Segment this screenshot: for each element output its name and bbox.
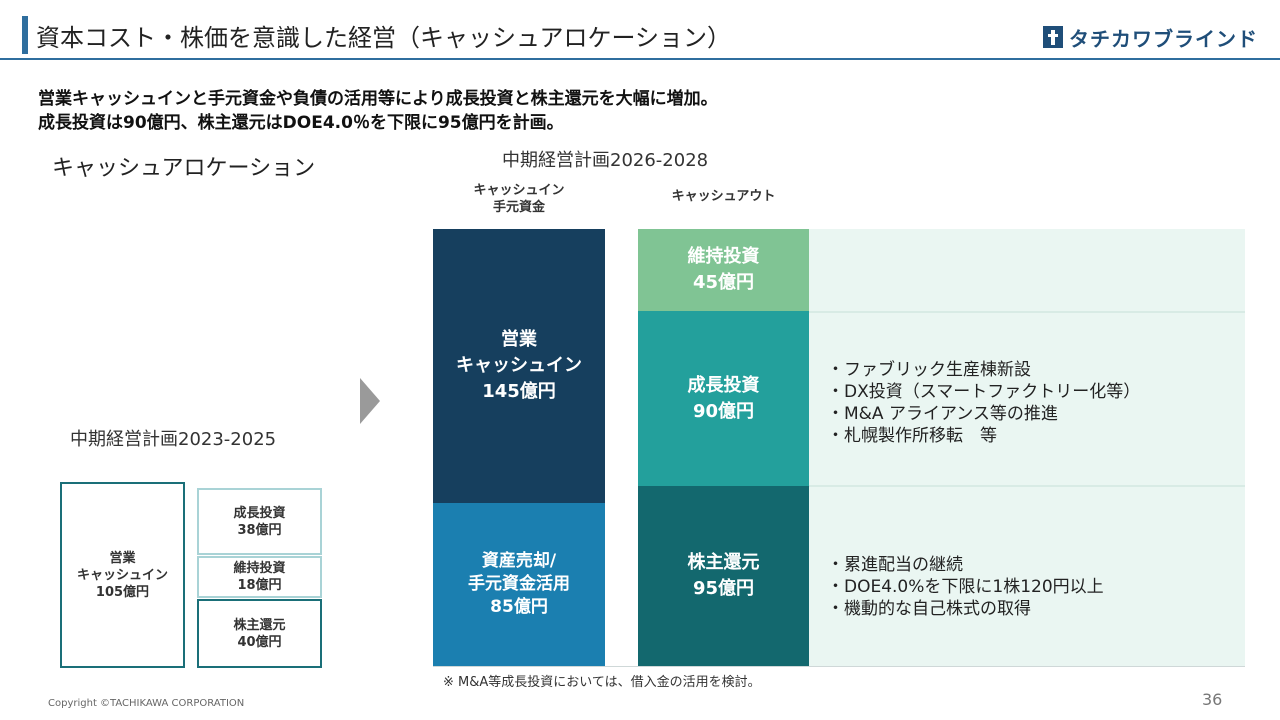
- cash-out-column-header: キャッシュアウト: [671, 189, 776, 204]
- growth-bullet-list: ・ファブリック生産棟新設 ・DX投資（スマートファクトリー化等） ・M&A アラ…: [827, 359, 1140, 447]
- lead-line-2: 成長投資は90億円、株主還元はDOE4.0％を下限に95億円を計画。: [38, 113, 564, 133]
- panel-divider: [809, 485, 1245, 487]
- title-accent-bar: [22, 16, 28, 54]
- cash-in-asset-sale-label: 資産売却/ 手元資金活用: [468, 551, 570, 594]
- list-item: ・機動的な自己株式の取得: [827, 599, 1031, 619]
- plan-2023-growth-label: 成長投資: [233, 505, 286, 521]
- cash-out-shareholder-amount: 95億円: [692, 578, 755, 599]
- cash-in-asset-sale-amount: 85億円: [490, 597, 548, 617]
- cash-in-operating-label: 営業 キャッシュイン: [456, 329, 582, 376]
- cash-out-maintenance-label: 維持投資: [687, 246, 760, 267]
- cash-in-asset-sale-bar: 資産売却/ 手元資金活用 85億円: [433, 503, 605, 666]
- cash-out-shareholder-label: 株主還元: [687, 552, 760, 573]
- plan-2026-title: 中期経営計画2026-2028: [502, 150, 709, 171]
- cash-in-column-header: キャッシュイン 手元資金: [473, 183, 565, 215]
- list-item: ・札幌製作所移転 等: [827, 426, 997, 446]
- plan-2023-growth-amount: 38億円: [237, 522, 282, 538]
- maintenance-detail-panel: [809, 229, 1245, 311]
- shareholder-detail-panel: ・累進配当の継続 ・DOE4.0%を下限に1株120円以上 ・機動的な自己株式の…: [809, 487, 1245, 666]
- list-item: ・ファブリック生産棟新設: [827, 360, 1031, 380]
- plan-2023-growth-box: 成長投資 38億円: [197, 488, 322, 555]
- page-title: 資本コスト・株価を意識した経営（キャッシュアロケーション）: [36, 24, 732, 52]
- cash-out-growth-amount: 90億円: [692, 400, 755, 422]
- cash-out-maintenance-amount: 45億円: [692, 272, 755, 293]
- tachikawa-logo-icon: [1043, 26, 1063, 48]
- plan-2023-maintenance-label: 維持投資: [233, 561, 286, 576]
- section-label: キャッシュアロケーション: [52, 156, 316, 181]
- plan-2023-cash-in-box: 営業 キャッシュイン 105億円: [60, 482, 185, 668]
- cash-in-operating-amount: 145億円: [482, 381, 556, 402]
- chart-baseline: [433, 666, 1245, 667]
- footnote: ※ M&A等成長投資においては、借入金の活用を検討。: [443, 675, 761, 690]
- logo-text: タチカワブラインド: [1069, 26, 1258, 51]
- lead-line-1: 営業キャッシュインと手元資金や負債の活用等により成長投資と株主還元を大幅に増加。: [38, 89, 718, 109]
- plan-2023-cash-in-label: 営業 キャッシュイン: [76, 550, 168, 583]
- list-item: ・M&A アライアンス等の推進: [827, 404, 1058, 424]
- panel-divider: [809, 311, 1245, 313]
- plan-2023-shareholder-box: 株主還元 40億円: [197, 599, 322, 668]
- cash-out-maintenance-bar: 維持投資 45億円: [638, 229, 809, 311]
- plan-2023-title: 中期経営計画2023-2025: [70, 429, 277, 450]
- copyright: Copyright ©TACHIKAWA CORPORATION: [48, 698, 245, 709]
- plan-2023-cash-in-amount: 105億円: [95, 584, 150, 600]
- shareholder-bullet-list: ・累進配当の継続 ・DOE4.0%を下限に1株120円以上 ・機動的な自己株式の…: [827, 554, 1104, 620]
- list-item: ・DX投資（スマートファクトリー化等）: [827, 382, 1141, 402]
- company-logo: タチカワブラインド: [1043, 22, 1258, 52]
- cash-out-growth-bar: 成長投資 90億円: [638, 311, 809, 486]
- list-item: ・累進配当の継続: [827, 555, 963, 575]
- plan-2023-shareholder-amount: 40億円: [237, 634, 282, 650]
- cash-in-operating-bar: 営業 キャッシュイン 145億円: [433, 229, 605, 503]
- plan-2023-maintenance-amount: 18億円: [237, 578, 282, 593]
- title-divider: [0, 58, 1280, 60]
- cash-out-growth-label: 成長投資: [687, 374, 760, 396]
- plan-2023-shareholder-label: 株主還元: [233, 617, 286, 633]
- list-item: ・DOE4.0%を下限に1株120円以上: [827, 577, 1104, 597]
- cash-out-shareholder-bar: 株主還元 95億円: [638, 486, 809, 666]
- arrow-right-icon: [360, 378, 380, 424]
- growth-detail-panel: ・ファブリック生産棟新設 ・DX投資（スマートファクトリー化等） ・M&A アラ…: [809, 313, 1245, 485]
- plan-2023-maintenance-box: 維持投資 18億円: [197, 556, 322, 598]
- page-number: 36: [1202, 690, 1223, 709]
